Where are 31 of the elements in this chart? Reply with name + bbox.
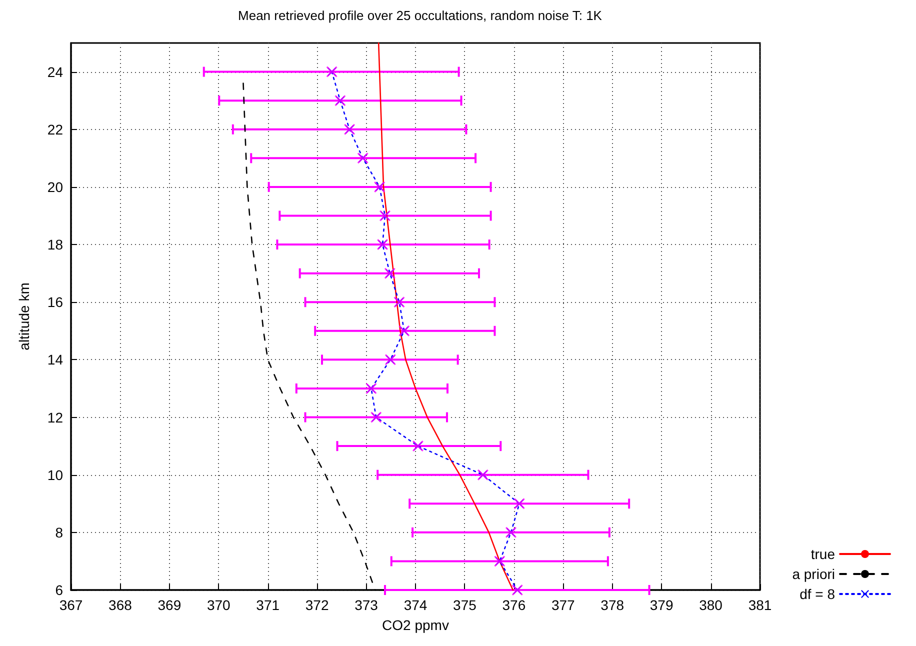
y-tick-label: 14 [47,352,64,368]
x-tick-label: 374 [404,597,428,613]
y-tick-label: 18 [47,236,64,253]
y-tick-label: 20 [47,178,64,195]
x-tick-label: 367 [59,597,83,613]
y-tick-label: 8 [55,524,64,540]
chart-title: Mean retrieved profile over 25 occultations, random noise T: 1K [238,8,602,23]
y-tick-label: 12 [47,409,64,426]
x-tick-label: 377 [551,597,576,613]
x-axis-title: CO2 ppmv [382,617,449,633]
x-tick-label: 380 [699,597,723,613]
x-tick-label: 375 [453,597,477,613]
x-tick-label: 381 [748,597,772,613]
x-tick-label: 371 [256,597,280,613]
y-tick-label: 10 [47,466,64,483]
x-tick-label: 373 [354,597,378,613]
y-tick-label: 16 [47,294,64,310]
x-tick-label: 379 [650,597,674,613]
y-tick-label: 24 [47,64,64,80]
x-tick-label: 378 [600,597,624,613]
x-tick-label: 370 [206,597,231,613]
x-tick-label: 368 [108,597,132,613]
legend-label: true [810,546,836,562]
x-tick-label: 369 [158,597,182,613]
y-axis-title: altitude km [16,282,32,350]
x-tick-label: 376 [502,597,526,613]
y-tick-label: 22 [47,121,64,138]
legend-label: a priori [792,566,835,582]
legend-label: df = 8 [800,586,836,602]
y-tick-label: 6 [55,582,64,598]
x-tick-label: 372 [305,597,329,613]
